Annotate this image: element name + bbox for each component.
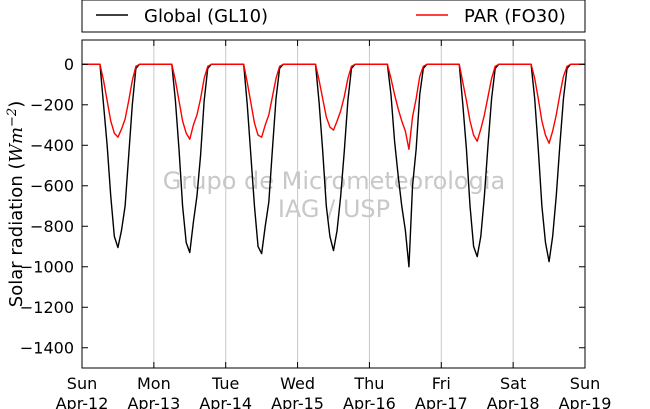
x-tick-day: Sun [67, 374, 97, 393]
y-axis-label: Solar radiation (Wm−2) [5, 101, 27, 307]
x-tick-label: Sat Apr-18 [487, 374, 540, 409]
x-tick-label: Fri Apr-17 [415, 374, 468, 409]
x-tick-day: Tue [211, 374, 239, 393]
x-tick-label: Mon Apr-13 [127, 374, 180, 409]
x-tick-date: Apr-19 [559, 394, 612, 409]
series-line-par [82, 63, 585, 151]
x-tick-date: Apr-12 [56, 394, 109, 409]
x-tick-date: Apr-13 [127, 394, 180, 409]
y-axis-label-text: Solar radiation ( [6, 163, 27, 308]
x-tick-label: Sun Apr-19 [559, 374, 612, 409]
x-tick-day: Thu [353, 374, 384, 393]
x-tick-day: Wed [280, 374, 315, 393]
watermark-line-1: Grupo de Micrometeorologia [163, 167, 505, 195]
series-layer [82, 63, 585, 268]
y-tick-label: −1000 [20, 257, 74, 276]
x-tick-label: Wed Apr-15 [271, 374, 324, 409]
x-tick-day: Fri [432, 374, 451, 393]
y-tick-label: −1200 [20, 298, 74, 317]
legend-label-global: Global (GL10) [144, 6, 268, 27]
x-tick-label: Tue Apr-14 [199, 374, 252, 409]
legend-box [81, 0, 586, 33]
series-line-global [82, 63, 585, 268]
y-axis-label-exponent: −2 [5, 108, 20, 127]
x-tick-date: Apr-14 [199, 394, 252, 409]
x-tick-label: Sun Apr-12 [56, 374, 109, 409]
legend: Global (GL10) PAR (FO30) [81, 0, 586, 33]
y-axis-label-unit: Wm [6, 127, 27, 163]
watermark-line-2: IAG / USP [278, 195, 390, 223]
x-tick-date: Apr-16 [343, 394, 396, 409]
x-tick-day: Sat [500, 374, 526, 393]
y-tick-label: −800 [30, 217, 74, 236]
plot-frame [81, 39, 586, 369]
y-tick-label: 0 [64, 55, 74, 74]
grid [81, 40, 586, 368]
y-tick-label: −600 [30, 176, 74, 195]
x-tick-day: Sun [570, 374, 600, 393]
legend-label-par: PAR (FO30) [464, 6, 566, 27]
x-tick-date: Apr-18 [487, 394, 540, 409]
x-tick-date: Apr-17 [415, 394, 468, 409]
y-tick-label: −400 [30, 136, 74, 155]
x-tick-label: Thu Apr-16 [343, 374, 396, 409]
y-tick-label: −200 [30, 95, 74, 114]
x-tick-date: Apr-15 [271, 394, 324, 409]
x-tick-day: Mon [137, 374, 171, 393]
y-tick-label: −1400 [20, 338, 74, 357]
y-axis-label-close: ) [6, 101, 27, 108]
